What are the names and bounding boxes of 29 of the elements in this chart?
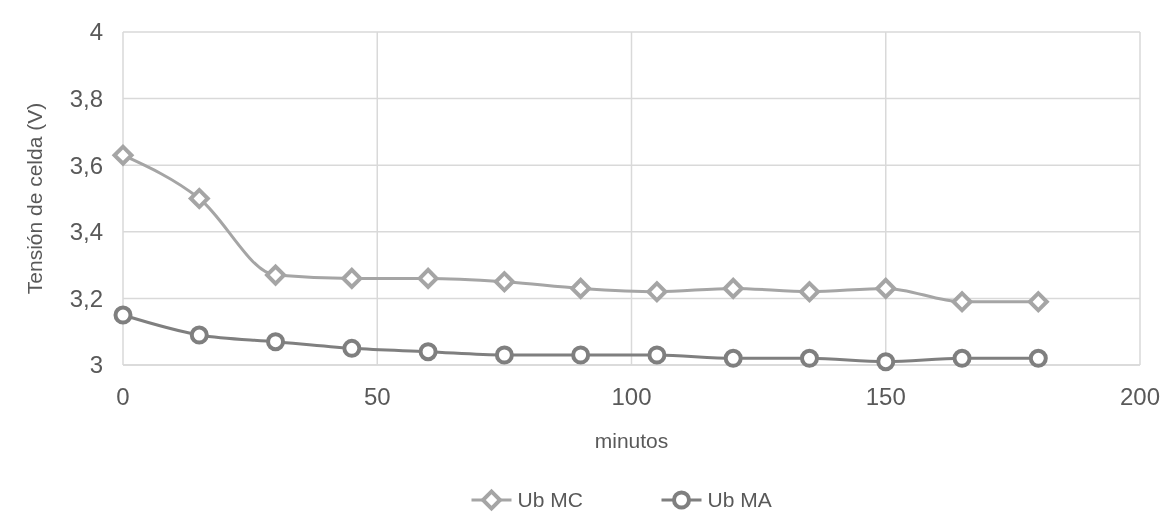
- y-tick-label: 3,8: [69, 85, 103, 112]
- y-tick-label: 3: [89, 351, 103, 379]
- y-axis-title: Tensión de celda (V): [23, 102, 46, 295]
- x-axis-title: minutos: [594, 429, 669, 452]
- point: [1028, 348, 1048, 368]
- point: [188, 188, 210, 209]
- point: [876, 352, 896, 372]
- point: [494, 345, 514, 365]
- y-tick-label: 3,2: [69, 284, 103, 312]
- point: [113, 305, 133, 325]
- x-tick-label: 100: [611, 383, 652, 410]
- legend-label: Ub MC: [517, 488, 583, 512]
- point: [723, 348, 743, 368]
- x-tick-label: 200: [1119, 383, 1161, 410]
- x-tick-label: 0: [116, 383, 130, 410]
- y-tick-label: 3,4: [69, 218, 103, 246]
- point: [418, 342, 438, 362]
- x-tick-label: 150: [865, 383, 906, 410]
- y-tick-label: 4: [89, 18, 103, 46]
- point: [342, 338, 362, 358]
- y-tick-label: 3,6: [69, 151, 103, 179]
- point: [189, 325, 209, 345]
- point: [952, 348, 972, 368]
- point: [266, 332, 286, 352]
- point: [647, 345, 667, 365]
- point: [799, 348, 819, 368]
- x-tick-label: 50: [363, 383, 391, 410]
- point: [571, 345, 591, 365]
- legend-label: Ub MA: [707, 488, 772, 512]
